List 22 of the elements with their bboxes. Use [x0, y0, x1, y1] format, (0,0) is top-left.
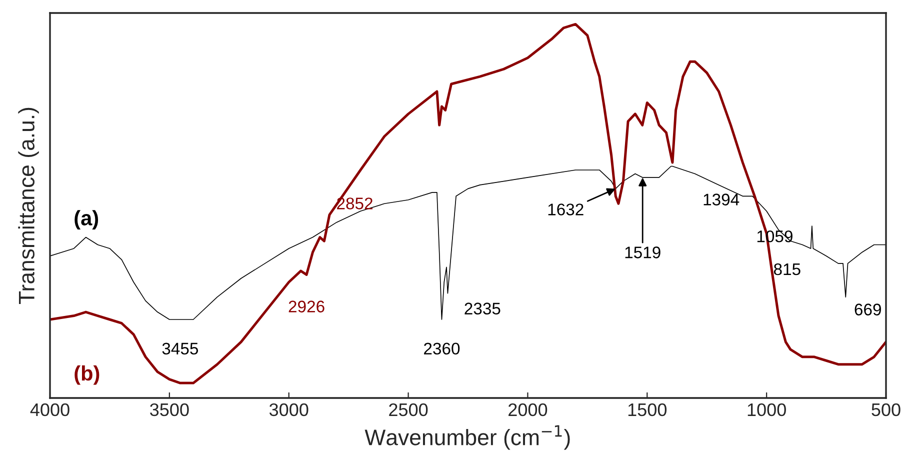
x-tick-label: 2000 — [508, 403, 548, 416]
x-tick-label: 1500 — [628, 403, 667, 416]
annotation: 669 — [854, 304, 881, 316]
x-tick-label: 3500 — [150, 403, 189, 416]
annotation: 1632 — [548, 204, 584, 216]
x-tick-label: 500 — [872, 403, 900, 416]
x-tick-label: 2500 — [389, 403, 428, 416]
x-tick-label: 3000 — [269, 403, 308, 416]
annotation: 815 — [774, 263, 800, 276]
x-tick-label: 1000 — [748, 403, 786, 416]
text: (b) — [74, 365, 100, 385]
annotation: 2335 — [464, 302, 500, 314]
annotation: 3455 — [162, 342, 198, 355]
x-tick-label: 4000 — [30, 403, 70, 416]
x-axis-title: Wavenumber (cm$^{−1}$) — [364, 425, 570, 450]
series-label: (a) — [74, 210, 98, 230]
annotation: 1394 — [704, 194, 740, 206]
annotation: 2852 — [337, 198, 372, 210]
annotation: 2360 — [424, 342, 460, 355]
annotation: 1519 — [625, 246, 660, 258]
annotation: 2926 — [288, 300, 324, 312]
y-axis-title: Transmittance (a.u.) — [18, 108, 39, 304]
